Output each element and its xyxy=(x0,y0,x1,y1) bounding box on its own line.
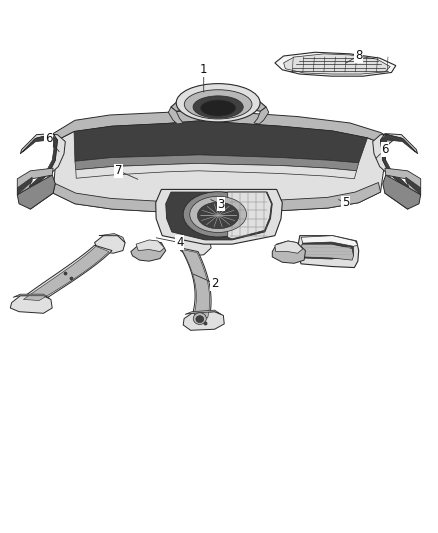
Polygon shape xyxy=(17,177,32,195)
Text: 5: 5 xyxy=(339,196,349,209)
Ellipse shape xyxy=(198,202,239,229)
Ellipse shape xyxy=(193,313,206,325)
Polygon shape xyxy=(297,236,359,268)
Polygon shape xyxy=(13,294,49,298)
Ellipse shape xyxy=(196,316,204,322)
Text: 1: 1 xyxy=(200,63,208,92)
Text: 7: 7 xyxy=(115,164,138,179)
Polygon shape xyxy=(302,242,353,259)
Polygon shape xyxy=(23,246,109,301)
Polygon shape xyxy=(301,236,358,246)
Polygon shape xyxy=(284,54,390,74)
Text: 3: 3 xyxy=(211,198,225,211)
Polygon shape xyxy=(166,192,272,240)
Polygon shape xyxy=(20,245,112,301)
Polygon shape xyxy=(168,107,183,124)
Polygon shape xyxy=(179,233,211,256)
Polygon shape xyxy=(183,312,224,330)
Text: 6: 6 xyxy=(45,132,59,152)
Polygon shape xyxy=(53,121,387,213)
Polygon shape xyxy=(131,241,166,261)
Text: 4: 4 xyxy=(156,236,184,249)
Polygon shape xyxy=(171,92,266,111)
Polygon shape xyxy=(95,236,125,253)
Polygon shape xyxy=(17,168,53,195)
Text: 6: 6 xyxy=(376,143,389,158)
Text: 8: 8 xyxy=(346,49,362,63)
Polygon shape xyxy=(275,241,303,253)
Polygon shape xyxy=(11,296,52,313)
Text: 2: 2 xyxy=(193,274,219,290)
Polygon shape xyxy=(74,121,367,163)
Polygon shape xyxy=(180,248,211,318)
Polygon shape xyxy=(381,135,417,204)
Polygon shape xyxy=(301,244,353,260)
Polygon shape xyxy=(385,168,421,195)
Ellipse shape xyxy=(183,192,253,237)
Polygon shape xyxy=(185,310,221,314)
Polygon shape xyxy=(383,175,421,209)
Polygon shape xyxy=(21,135,57,204)
Polygon shape xyxy=(254,107,269,124)
Polygon shape xyxy=(75,155,359,171)
Ellipse shape xyxy=(176,84,260,122)
Polygon shape xyxy=(53,182,381,213)
Ellipse shape xyxy=(201,100,236,116)
Polygon shape xyxy=(17,175,55,209)
Polygon shape xyxy=(76,164,357,179)
Polygon shape xyxy=(99,233,125,243)
Polygon shape xyxy=(136,240,164,252)
Polygon shape xyxy=(53,110,394,146)
Ellipse shape xyxy=(190,196,247,232)
Polygon shape xyxy=(155,189,283,244)
Polygon shape xyxy=(228,192,272,239)
Polygon shape xyxy=(20,134,65,209)
Ellipse shape xyxy=(193,96,243,118)
Polygon shape xyxy=(406,177,421,195)
Polygon shape xyxy=(373,134,418,209)
Polygon shape xyxy=(272,241,305,263)
Polygon shape xyxy=(182,249,210,318)
Polygon shape xyxy=(182,232,209,239)
Ellipse shape xyxy=(184,90,252,119)
Polygon shape xyxy=(275,52,396,76)
